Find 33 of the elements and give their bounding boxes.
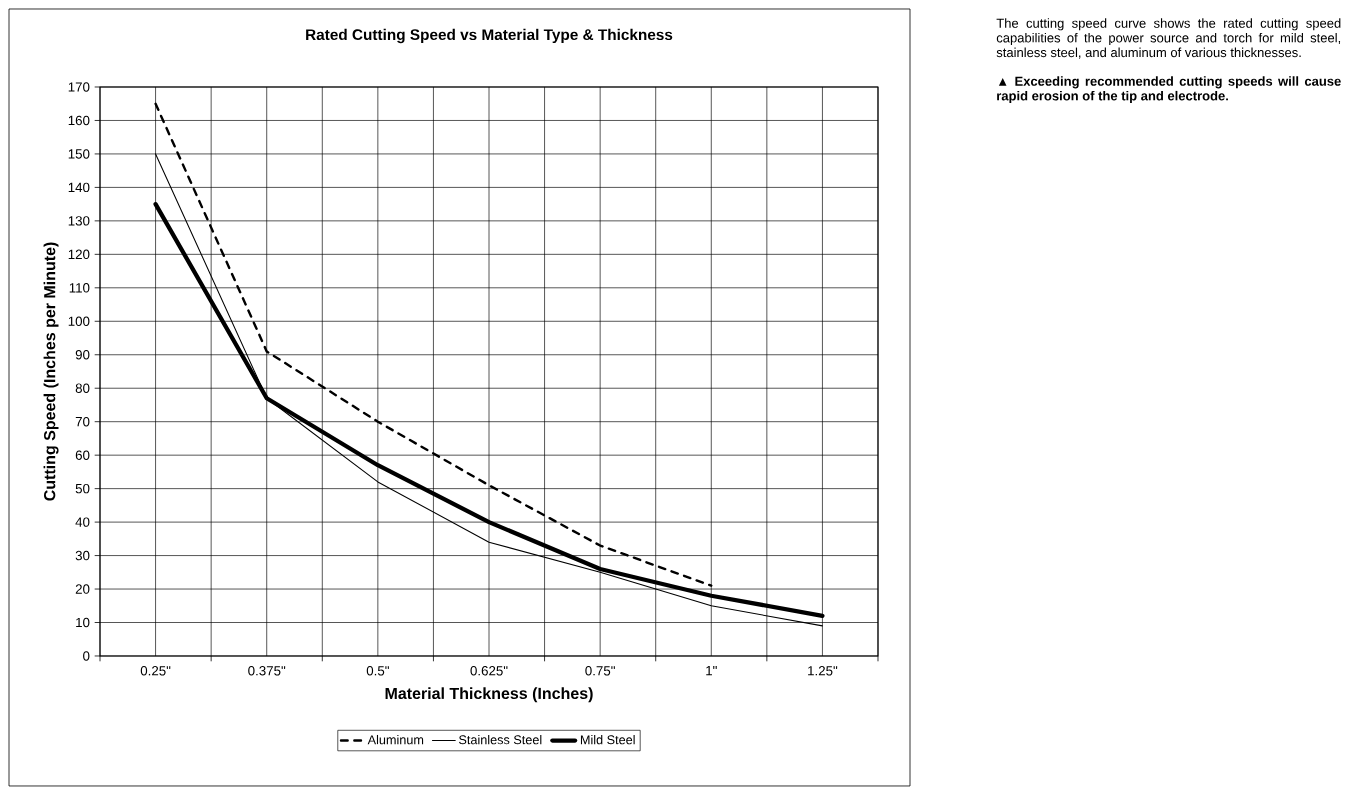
- y-tick-label: 90: [75, 350, 90, 360]
- y-tick-label: 80: [75, 383, 90, 393]
- x-axis-title: Material Thickness (Inches): [385, 687, 593, 703]
- y-tick-label: 160: [68, 115, 90, 126]
- x-tick-label: 1": [706, 666, 717, 676]
- x-tick-label: 0.375": [248, 666, 286, 676]
- y-tick-label: 10: [76, 617, 90, 628]
- y-tick-label: 60: [75, 450, 90, 460]
- y-tick-label: 100: [68, 316, 90, 326]
- y-axis-title: Cutting Speed (Inches per Minute): [43, 242, 59, 501]
- x-tick-label: 0.25": [140, 666, 171, 676]
- y-tick-label: 140: [68, 182, 90, 193]
- y-tick-label: 0: [83, 651, 90, 661]
- y-tick-label: 70: [75, 416, 90, 427]
- legend-label: Mild Steel: [580, 734, 635, 745]
- legend-label: Aluminum: [367, 734, 424, 745]
- y-tick-label: 150: [68, 149, 90, 159]
- y-tick-label: 130: [68, 216, 90, 226]
- x-tick-label: 0.625": [470, 666, 508, 676]
- legend-label: Stainless Steel: [459, 734, 542, 745]
- x-tick-label: 1.25": [808, 666, 838, 676]
- y-tick-label: 120: [68, 249, 90, 260]
- text: The cutting speed curve shows the rated cutting speed capabilities of the power source and torch for mild steel, stainless steel, and aluminum of various thicknesses.: [996, 18, 1341, 59]
- y-tick-label: 170: [68, 82, 90, 92]
- y-tick-label: 50: [75, 483, 90, 494]
- x-tick-label: 0.75": [585, 666, 615, 676]
- text: ▲ Exceeding recommended cutting speeds will cause rapid erosion of the tip and electrode.: [997, 76, 1341, 104]
- y-tick-label: 30: [75, 550, 90, 561]
- chart-title: Rated Cutting Speed vs Material Type & Thickness: [306, 28, 673, 44]
- x-tick-label: 0.5": [366, 666, 389, 676]
- y-tick-label: 20: [75, 584, 90, 594]
- y-tick-label: 40: [75, 517, 90, 527]
- y-tick-label: 110: [69, 283, 90, 293]
